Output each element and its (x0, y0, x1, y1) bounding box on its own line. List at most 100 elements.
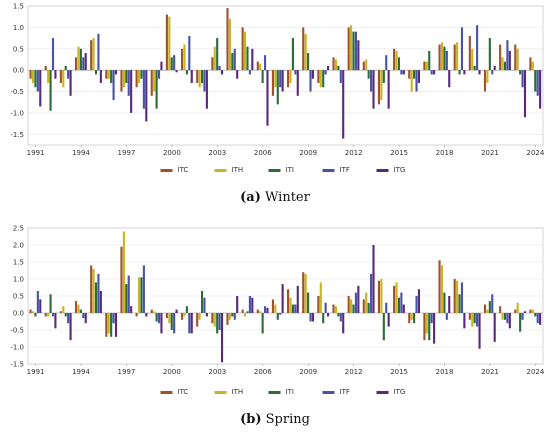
winter-plot-frame (27, 5, 544, 146)
winter-bar-iti (79, 48, 82, 71)
spring-ytick-label: 1.0 (13, 276, 24, 284)
spring-bar-ith (228, 313, 231, 320)
winter-bar-itg (160, 61, 163, 71)
spring-bar-itg (342, 313, 345, 334)
spring-bar-itg (463, 313, 466, 329)
spring-bar-ith (183, 313, 186, 317)
winter-ytick-label: 0.0 (13, 67, 24, 75)
winter-bar-ith (153, 70, 156, 92)
winter-chart: -1.5 -1.0 -0.5 0.0 0.5 1.0 1.5 1991 1994 1997 2000… (10, 3, 545, 175)
spring-bar-itg (266, 307, 269, 313)
winter-bar-itc (347, 27, 350, 71)
spring-xtick-label: 2015 (390, 368, 408, 376)
winter-xtick-label: 2012 (345, 149, 363, 157)
spring-bar-itg (523, 311, 527, 313)
spring-bar-itg (236, 296, 239, 313)
spring-bar-itf (309, 313, 312, 322)
spring-bar-itg (281, 284, 284, 313)
winter-bar-itg (220, 70, 224, 75)
spring-bar-ith (259, 311, 262, 313)
winter-xtick-label: 2009 (299, 149, 317, 157)
winter-bar-itc (150, 70, 153, 96)
spring-ytick-label: 2.0 (13, 242, 24, 250)
spring-bar-itg (175, 309, 178, 313)
spring-ytick-label: -1.0 (10, 344, 24, 352)
spring-bar-itg (539, 313, 542, 325)
spring-xtick-label: 2021 (481, 368, 499, 376)
spring-bar-itc (241, 309, 244, 313)
winter-bar-ith (350, 25, 353, 71)
winter-bar-itc (59, 70, 62, 83)
spring-bar-itf (157, 313, 161, 324)
winter-bar-ith (501, 57, 504, 71)
spring-bar-iti (110, 313, 113, 337)
winter-xtick-label: 1991 (27, 149, 45, 157)
spring-bar-iti (261, 313, 264, 334)
spring-xtick-label: 2000 (163, 368, 181, 376)
winter-bar-itf (127, 70, 130, 96)
spring-bar-itg (99, 290, 102, 313)
winter-bar-iti (94, 70, 98, 75)
spring-bar-iti (337, 313, 340, 317)
spring-bar-itg (327, 313, 330, 317)
spring-bar-itg (130, 306, 133, 313)
winter-xtick-label: 2024 (527, 149, 545, 157)
winter-bar-iti (413, 70, 416, 79)
spring-bar-itc (514, 309, 517, 313)
winter-bar-iti (322, 70, 325, 88)
spring-bar-itf (354, 292, 357, 313)
winter-bar-itf (97, 33, 100, 71)
winter-legend-label-itf: ITF (340, 166, 350, 174)
winter-bar-ith (107, 70, 110, 79)
winter-bar-itf (400, 70, 403, 75)
winter-legend-swatch-iti (268, 169, 281, 172)
spring-bar-itc (180, 313, 184, 320)
spring-bar-ith (334, 306, 338, 313)
spring-bar-itg (190, 313, 193, 334)
spring-bar-ith (243, 313, 247, 317)
spring-chart: -1.5 -1.0 -0.5 0.0 0.5 1.0 1.5 2.0 2.5 1991 1994 19… (10, 225, 545, 397)
winter-bar-itc (196, 70, 199, 83)
spring-bar-ith (395, 282, 398, 313)
winter-bar-ith (319, 70, 322, 88)
winter-bar-itf (354, 31, 357, 71)
spring-bar-itc (499, 306, 502, 313)
spring-xtick-label: 1994 (72, 368, 90, 376)
winter-bar-itc (317, 70, 320, 83)
spring-legend-label-itf: ITF (340, 388, 350, 396)
spring-bar-ith (319, 282, 322, 313)
spring-bar-itf (430, 313, 433, 324)
winter-bar-itg (448, 70, 451, 88)
spring-bar-itg (69, 313, 72, 341)
winter-bar-ith (77, 46, 80, 71)
winter-bar-itg (327, 65, 330, 71)
winter-bar-itg (281, 70, 284, 92)
spring-bar-itf (142, 265, 145, 313)
spring-bar-iti (49, 294, 52, 313)
winter-xtick-label: 2018 (436, 149, 454, 157)
winter-bar-itc (332, 57, 335, 71)
spring-panel: -1.5 -1.0 -0.5 0.0 0.5 1.0 1.5 2.0 2.5 1991 1994 19… (0, 222, 550, 433)
winter-legend-label-itg: ITG (394, 166, 406, 174)
winter-bar-itf (67, 70, 70, 79)
winter-bar-itg (402, 70, 405, 75)
winter-xtick-label: 2006 (254, 149, 272, 157)
spring-bar-iti (503, 313, 507, 320)
spring-bar-itf (203, 297, 206, 313)
winter-bar-itc (74, 57, 78, 71)
winter-bar-itf (188, 35, 191, 71)
spring-bar-itc (211, 313, 214, 324)
winter-bar-itf (112, 70, 115, 101)
winter-xtick-label: 2015 (390, 149, 408, 157)
winter-bar-itc (241, 27, 244, 71)
spring-bar-ith (77, 304, 80, 313)
winter-bar-itc (408, 70, 411, 79)
winter-bar-itg (508, 50, 511, 71)
spring-bar-itc (483, 304, 487, 313)
spring-bar-itc (90, 265, 93, 313)
winter-bar-itf (263, 55, 267, 71)
winter-bar-itf (445, 50, 448, 71)
winter-bar-itc (362, 61, 365, 71)
winter-bar-itg (357, 40, 360, 71)
winter-bar-itc (44, 65, 47, 71)
